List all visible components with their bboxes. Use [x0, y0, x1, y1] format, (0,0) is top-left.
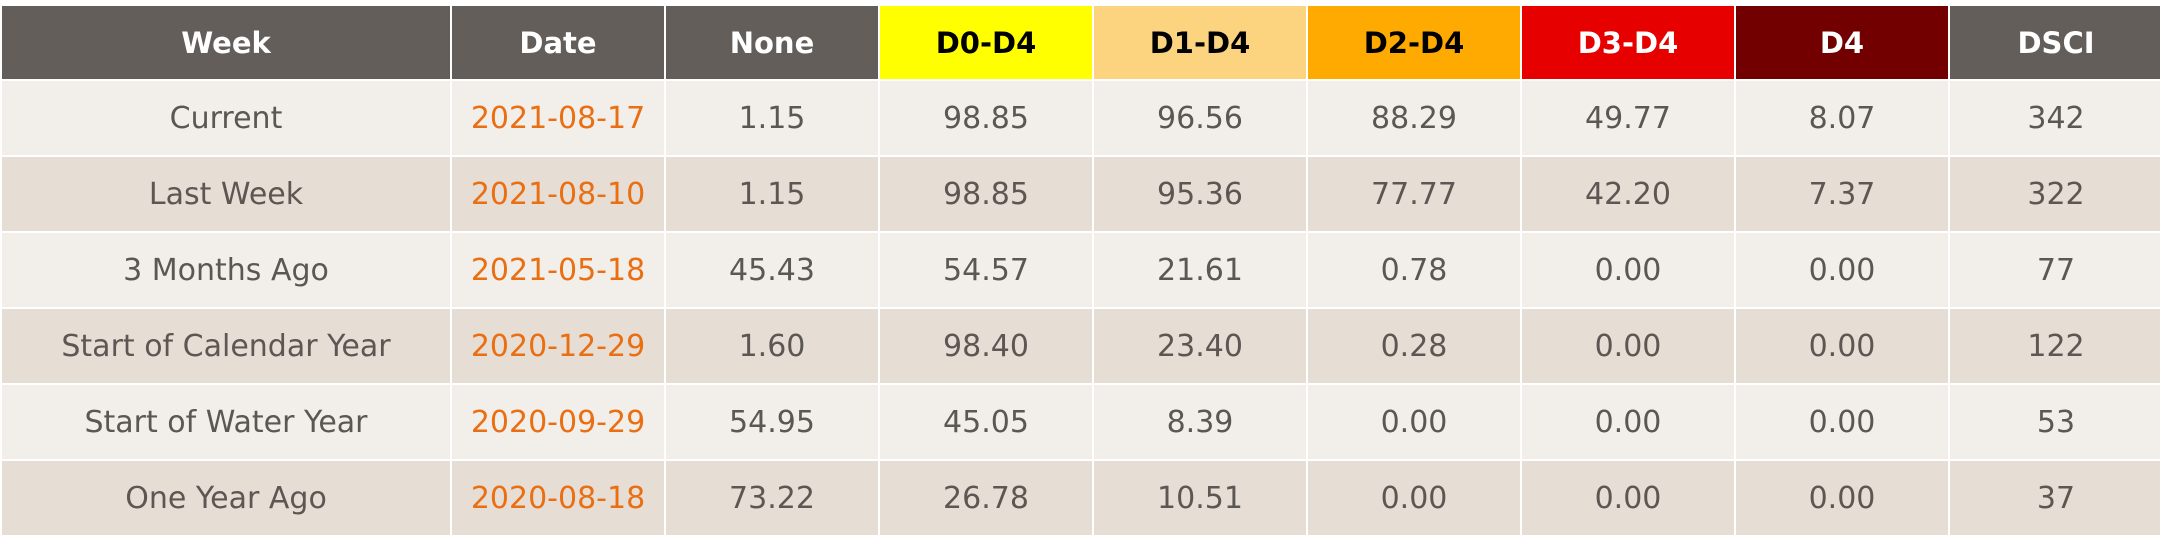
d2-d4-cell: 0.28	[1306, 307, 1522, 385]
date-cell: 2021-05-18	[450, 231, 666, 309]
d3-d4-header: D3-D4	[1520, 4, 1736, 81]
week-cell: Start of Calendar Year	[0, 307, 452, 385]
d4-cell: 0.00	[1734, 459, 1950, 537]
d1-d4-cell: 21.61	[1092, 231, 1308, 309]
d3-d4-cell: 0.00	[1520, 459, 1736, 537]
d2-d4-cell: 0.00	[1306, 383, 1522, 461]
d1-d4-header: D1-D4	[1092, 4, 1308, 81]
d4-cell: 0.00	[1734, 383, 1950, 461]
d4-cell: 7.37	[1734, 155, 1950, 233]
d1-d4-cell: 96.56	[1092, 79, 1308, 157]
none-cell: 73.22	[664, 459, 880, 537]
table-row: Start of Calendar Year 2020-12-29 1.60 98.4…	[0, 307, 2160, 385]
table-row: One Year Ago 2020-08-18 73.22 26.78 10.51 0.0…	[0, 459, 2160, 537]
d3-d4-cell: 0.00	[1520, 231, 1736, 309]
d4-cell: 0.00	[1734, 231, 1950, 309]
date-cell: 2021-08-17	[450, 79, 666, 157]
d4-header: D4	[1734, 4, 1950, 81]
d3-d4-cell: 42.20	[1520, 155, 1736, 233]
d2-d4-cell: 0.78	[1306, 231, 1522, 309]
d0-d4-cell: 54.57	[878, 231, 1094, 309]
dsci-cell: 122	[1948, 307, 2160, 385]
none-cell: 1.15	[664, 155, 880, 233]
week-cell: One Year Ago	[0, 459, 452, 537]
week-cell: Current	[0, 79, 452, 157]
d4-cell: 8.07	[1734, 79, 1950, 157]
none-cell: 54.95	[664, 383, 880, 461]
drought-stats-table-container: Week Date None D0-D4 D1-D4 D2-D4 D3-D4 D4 DSCI C…	[0, 4, 2160, 537]
dsci-header: DSCI	[1948, 4, 2160, 81]
d3-d4-cell: 0.00	[1520, 307, 1736, 385]
none-header: None	[664, 4, 880, 81]
d0-d4-cell: 98.85	[878, 79, 1094, 157]
week-cell: Start of Water Year	[0, 383, 452, 461]
d1-d4-cell: 8.39	[1092, 383, 1308, 461]
d2-d4-cell: 88.29	[1306, 79, 1522, 157]
table-row: 3 Months Ago 2021-05-18 45.43 54.57 21.61 0.7…	[0, 231, 2160, 309]
d2-d4-header: D2-D4	[1306, 4, 1522, 81]
d3-d4-cell: 49.77	[1520, 79, 1736, 157]
week-header: Week	[0, 4, 452, 81]
d0-d4-cell: 98.40	[878, 307, 1094, 385]
date-cell: 2020-09-29	[450, 383, 666, 461]
d1-d4-cell: 95.36	[1092, 155, 1308, 233]
drought-stats-table: Week Date None D0-D4 D1-D4 D2-D4 D3-D4 D4 DSCI C…	[0, 4, 2160, 537]
d0-d4-cell: 26.78	[878, 459, 1094, 537]
none-cell: 1.15	[664, 79, 880, 157]
date-cell: 2020-08-18	[450, 459, 666, 537]
d3-d4-cell: 0.00	[1520, 383, 1736, 461]
table-body: Current 2021-08-17 1.15 98.85 96.56 88.29 49.7…	[0, 79, 2160, 537]
table-row: Current 2021-08-17 1.15 98.85 96.56 88.29 49.7…	[0, 79, 2160, 157]
dsci-cell: 77	[1948, 231, 2160, 309]
dsci-cell: 53	[1948, 383, 2160, 461]
table-row: Start of Water Year 2020-09-29 54.95 45.05 8…	[0, 383, 2160, 461]
d2-d4-cell: 0.00	[1306, 459, 1522, 537]
d1-d4-cell: 23.40	[1092, 307, 1308, 385]
week-cell: Last Week	[0, 155, 452, 233]
table-row: Last Week 2021-08-10 1.15 98.85 95.36 77.77 42…	[0, 155, 2160, 233]
none-cell: 45.43	[664, 231, 880, 309]
d0-d4-header: D0-D4	[878, 4, 1094, 81]
dsci-cell: 342	[1948, 79, 2160, 157]
d2-d4-cell: 77.77	[1306, 155, 1522, 233]
dsci-cell: 37	[1948, 459, 2160, 537]
date-cell: 2020-12-29	[450, 307, 666, 385]
d4-cell: 0.00	[1734, 307, 1950, 385]
date-cell: 2021-08-10	[450, 155, 666, 233]
d1-d4-cell: 10.51	[1092, 459, 1308, 537]
week-cell: 3 Months Ago	[0, 231, 452, 309]
date-header: Date	[450, 4, 666, 81]
d0-d4-cell: 45.05	[878, 383, 1094, 461]
none-cell: 1.60	[664, 307, 880, 385]
d0-d4-cell: 98.85	[878, 155, 1094, 233]
dsci-cell: 322	[1948, 155, 2160, 233]
header-row: Week Date None D0-D4 D1-D4 D2-D4 D3-D4 D4 DSCI	[0, 4, 2160, 81]
